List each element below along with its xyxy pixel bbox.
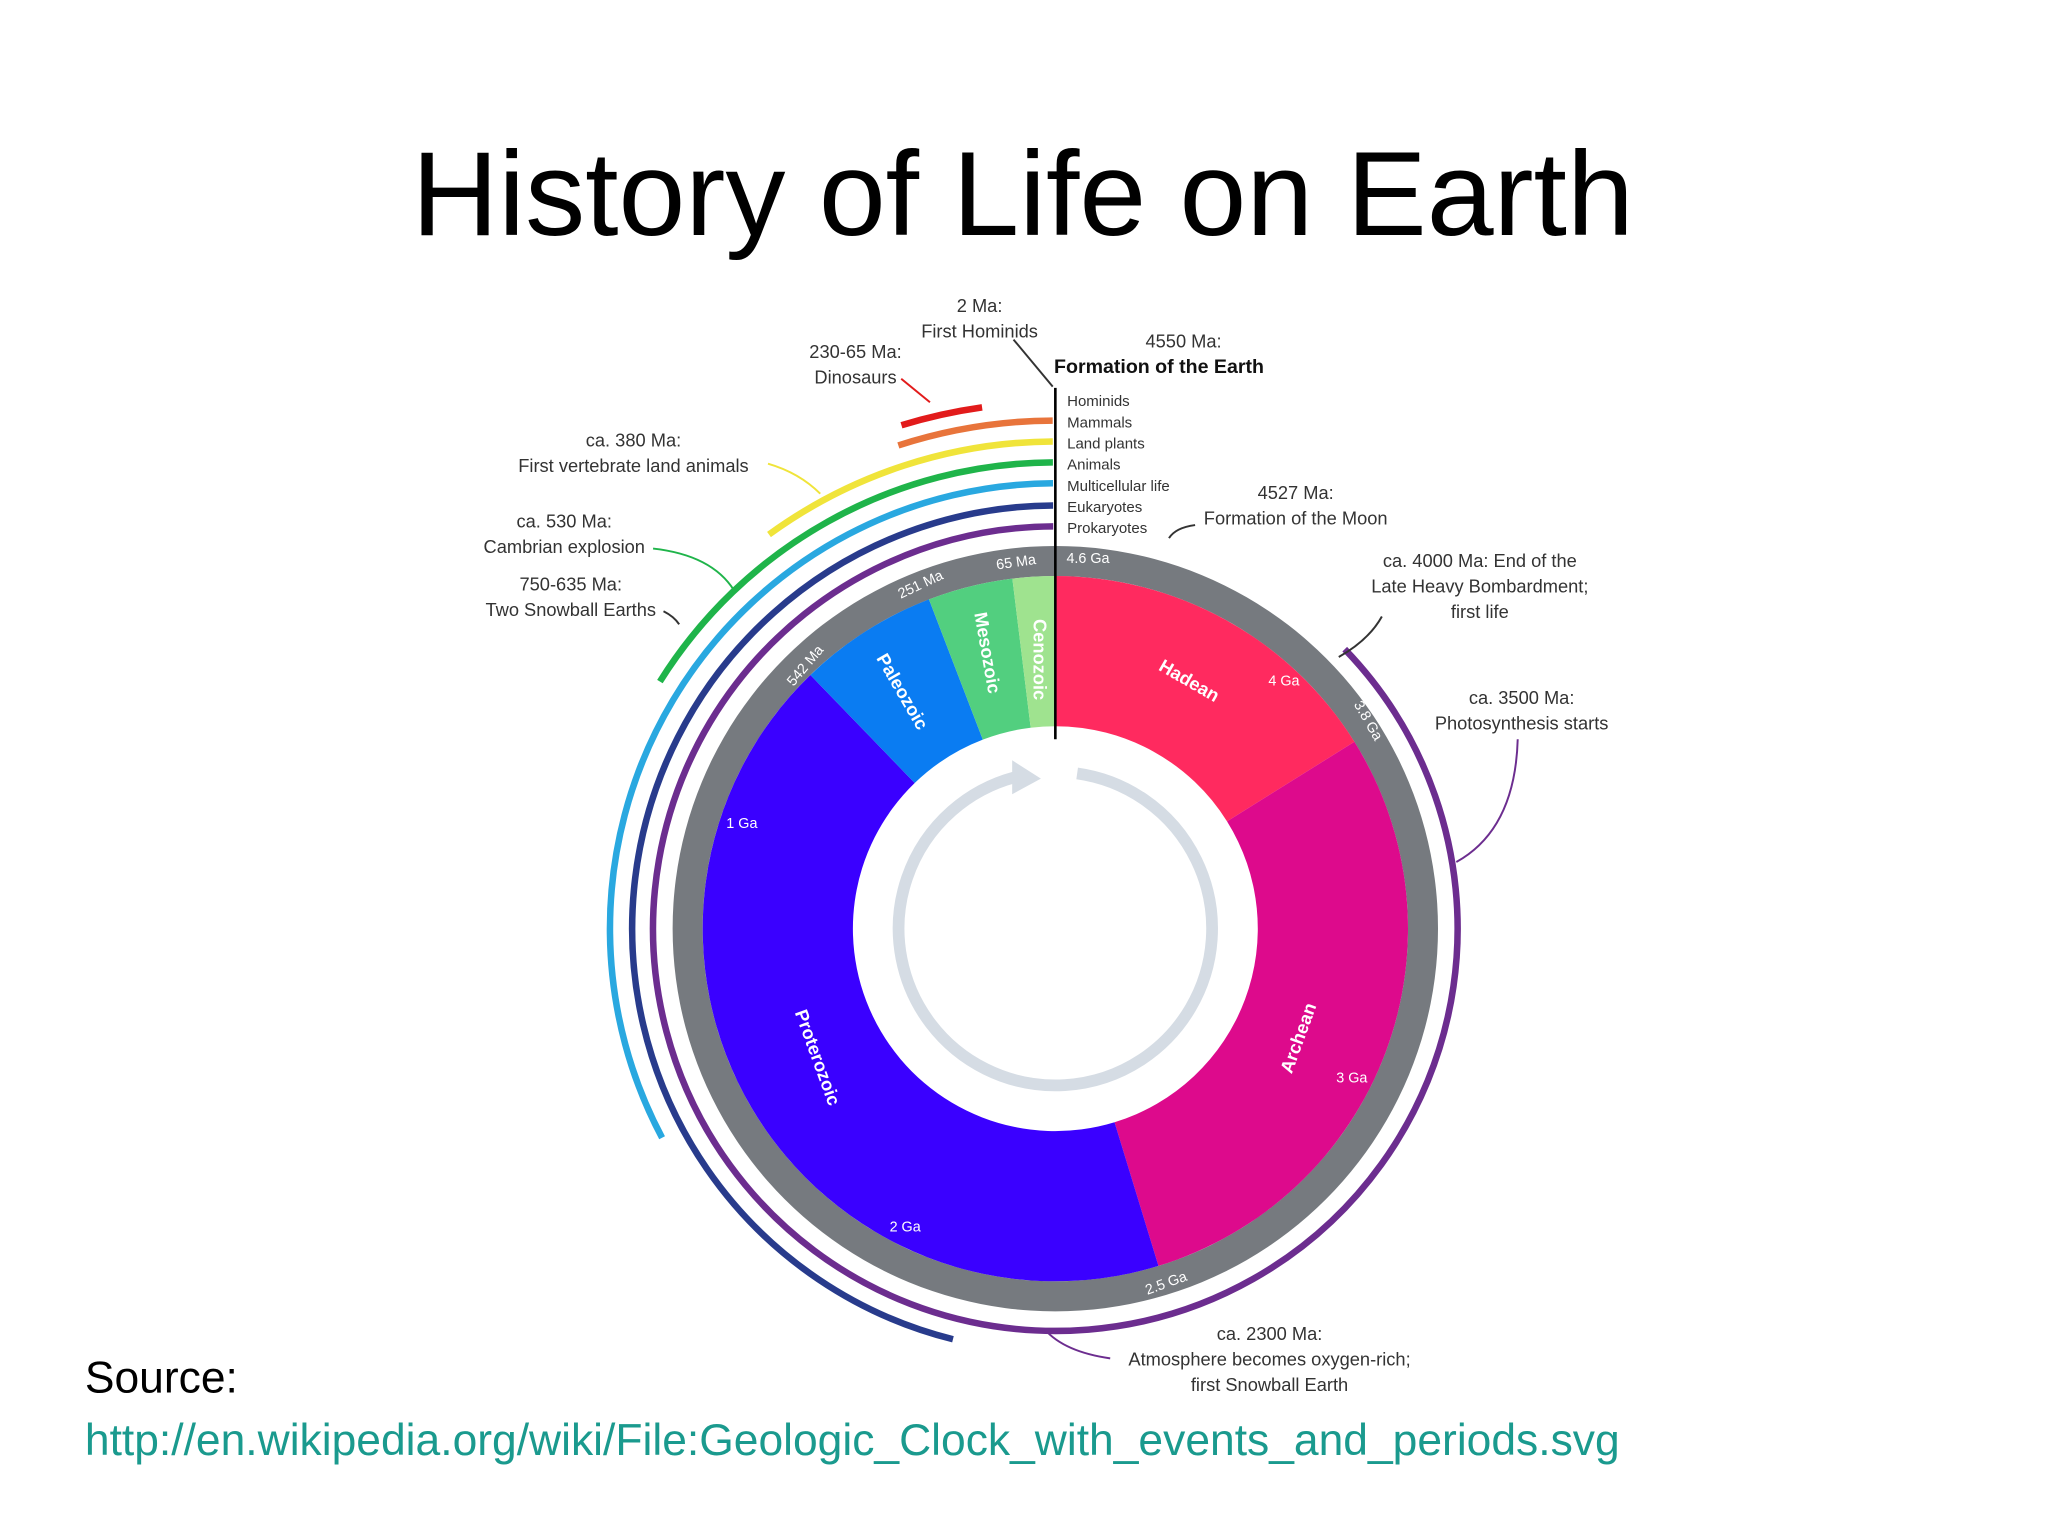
- legend-label: Animals: [1067, 457, 1120, 474]
- event-arc: [606, 480, 1054, 1140]
- eon-wedge: [1055, 576, 1355, 822]
- annotation-text: Atmosphere becomes oxygen-rich;: [1128, 1349, 1410, 1370]
- legend-label: Eukaryotes: [1067, 499, 1142, 516]
- time-mark: 4 Ga: [1268, 674, 1299, 690]
- event-arc: [657, 459, 1053, 684]
- event-arc: [767, 438, 1053, 538]
- annotation-text: First Hominids: [921, 321, 1038, 342]
- annotation-leader: [900, 378, 931, 404]
- annotation-text: Two Snowball Earths: [485, 599, 656, 620]
- legend-label: Hominids: [1067, 393, 1130, 410]
- annotation-text: ca. 380 Ma:: [586, 430, 681, 451]
- dinosaur-arc: [900, 404, 983, 429]
- legend-label: Mammals: [1067, 414, 1132, 431]
- slide-title: History of Life on Earth: [412, 127, 1634, 261]
- source-label: Source:: [85, 1353, 238, 1402]
- legend-label: Multicellular life: [1067, 478, 1170, 495]
- legend-label: Land plants: [1067, 436, 1145, 453]
- event-arc: [897, 417, 1053, 449]
- annotation-text: ca. 4000 Ma: End of the: [1383, 550, 1577, 571]
- legend-label: Prokaryotes: [1067, 520, 1147, 537]
- annotation-text: ca. 2300 Ma:: [1217, 1323, 1323, 1344]
- event-arc: [628, 502, 1054, 1343]
- annotation-text: first Snowball Earth: [1191, 1374, 1348, 1395]
- annotation-leader: [1012, 338, 1054, 388]
- annotation-text: Formation of the Earth: [1054, 356, 1264, 378]
- time-mark: 1 Ga: [726, 816, 757, 832]
- annotation-text: ca. 530 Ma:: [517, 511, 612, 532]
- annotation-text: 4550 Ma:: [1145, 330, 1221, 351]
- annotation-leader: [1455, 739, 1519, 863]
- annotation-leader: [663, 610, 680, 625]
- cycle-arrow: [892, 767, 1218, 1092]
- annotation-text: First vertebrate land animals: [518, 455, 748, 476]
- eon-wedge: [702, 674, 1159, 1282]
- annotation-text: Late Heavy Bombardment;: [1371, 575, 1588, 596]
- source-url[interactable]: http://en.wikipedia.org/wiki/File:Geolog…: [85, 1416, 1620, 1465]
- time-mark: 65 Ma: [995, 552, 1037, 573]
- annotation-text: Formation of the Moon: [1204, 507, 1388, 528]
- time-mark: 2 Ga: [890, 1220, 921, 1236]
- annotation-leader: [1044, 1328, 1111, 1360]
- time-mark: 3 Ga: [1336, 1071, 1367, 1087]
- annotation-text: 4527 Ma:: [1258, 482, 1334, 503]
- annotation-text: Photosynthesis starts: [1435, 712, 1609, 733]
- eon-wedge: [810, 599, 983, 784]
- annotation-leader: [1338, 616, 1383, 658]
- eon-wedge: [1114, 741, 1408, 1266]
- annotation-text: 2 Ma:: [957, 295, 1003, 316]
- event-arc: [649, 523, 1461, 1335]
- eon-wedge: [928, 578, 1031, 740]
- eon-label: Cenozoic: [1030, 619, 1051, 700]
- annotation-text: ca. 3500 Ma:: [1469, 687, 1575, 708]
- annotation-text: 230-65 Ma:: [809, 341, 901, 362]
- annotation-text: Cambrian explosion: [484, 536, 645, 557]
- eon-wedge: [1012, 576, 1056, 728]
- annotation-leader: [767, 462, 821, 495]
- annotation-text: first life: [1451, 601, 1509, 622]
- annotation-text: 750-635 Ma:: [519, 573, 622, 594]
- annotation-text: Dinosaurs: [814, 366, 896, 387]
- cycle-arrowhead: [1012, 760, 1041, 795]
- annotation-leader: [652, 547, 735, 591]
- time-mark: 4.6 Ga: [1066, 551, 1109, 567]
- annotation-leader: [1168, 524, 1196, 539]
